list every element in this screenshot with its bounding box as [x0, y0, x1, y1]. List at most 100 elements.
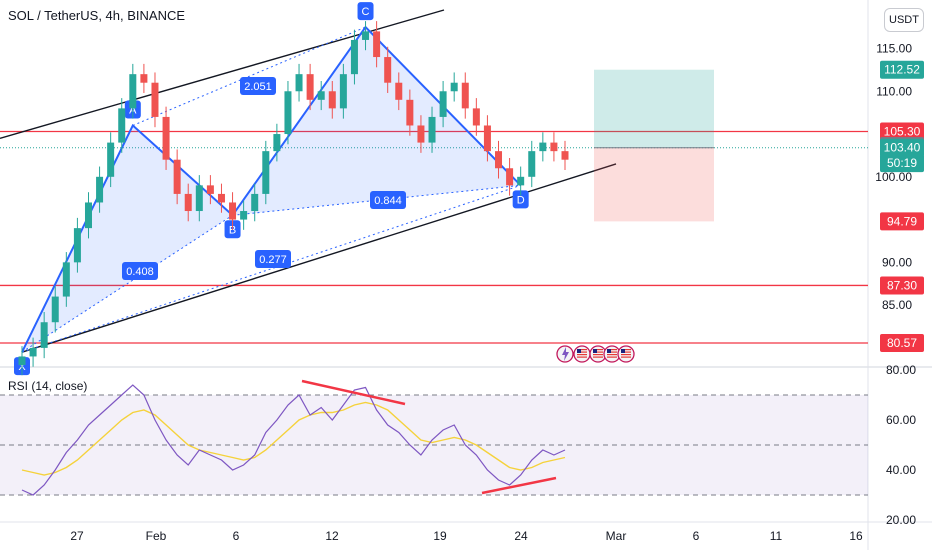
- flag-canton: [621, 349, 625, 353]
- flag-stripe: [607, 354, 617, 356]
- candle-body: [428, 116, 436, 143]
- candle-body: [62, 262, 70, 297]
- level-price-label-box: [880, 122, 924, 141]
- flag-stripe: [621, 356, 631, 358]
- time-axis: 27 Feb 6 12 19 24 Mar 6 11 16: [70, 529, 863, 543]
- time-tick-label: Feb: [146, 529, 167, 543]
- flag-stripe: [607, 351, 617, 353]
- candle-body: [561, 151, 569, 160]
- candle-body: [339, 74, 347, 109]
- time-tick-label: 11: [770, 529, 783, 543]
- flag-canton: [607, 349, 611, 353]
- price-axis: 115.00110.00100.0095.0090.0085.0080.0060…: [875, 41, 924, 527]
- level-price-label-box: [880, 212, 924, 231]
- stop-zone: [594, 147, 714, 222]
- candle-body: [417, 125, 425, 143]
- time-tick-label: 12: [325, 529, 339, 543]
- price-tick-label: 115.00: [876, 41, 912, 55]
- ratio-badge: [255, 250, 291, 268]
- pattern-point-marker: [512, 190, 529, 209]
- ratio-label: 2.051: [244, 81, 272, 93]
- event-icons[interactable]: [556, 345, 635, 363]
- axis-price-label-box: [880, 60, 924, 79]
- candle-body: [129, 74, 137, 109]
- time-tick-label: 24: [514, 529, 528, 543]
- candle-body: [240, 211, 248, 220]
- time-tick-label: 16: [849, 529, 863, 543]
- candle-body: [506, 168, 514, 186]
- flag-stripe: [607, 356, 617, 358]
- candle-body: [96, 176, 104, 203]
- lightning-glyph: [562, 347, 569, 361]
- candle-body: [29, 347, 37, 357]
- flag-canton: [593, 349, 597, 353]
- axis-price-label: 112.52: [884, 63, 920, 77]
- price-tick-label: 110.00: [876, 84, 912, 98]
- candle-body: [528, 151, 536, 177]
- candle-body: [273, 134, 281, 152]
- candle-body: [173, 159, 181, 194]
- axis-price-label-box: [880, 154, 924, 173]
- rsi-tick-label: 20.00: [886, 513, 916, 527]
- pattern-ratio-line: [21, 214, 233, 353]
- candle-body: [162, 116, 170, 160]
- candle-body: [450, 82, 458, 92]
- candle-body: [151, 82, 159, 117]
- ratio-badge: [370, 191, 406, 209]
- candle-body: [73, 228, 81, 263]
- pattern-ratio-line: [232, 184, 521, 216]
- time-tick-label: 19: [433, 529, 447, 543]
- flag-stripe: [593, 354, 603, 356]
- ratio-label: 0.844: [374, 195, 402, 207]
- pattern-point-label: B: [229, 224, 236, 236]
- candle-body: [539, 142, 547, 152]
- candle-body: [439, 91, 447, 117]
- price-series: [18, 21, 569, 376]
- axis-price-label: 103.40: [884, 141, 921, 155]
- time-tick-label: 6: [693, 529, 700, 543]
- currency-button[interactable]: USDT: [884, 8, 924, 32]
- candle-body: [550, 142, 558, 152]
- candle-body: [395, 82, 403, 100]
- price-tick-label: 90.00: [882, 255, 912, 269]
- rsi-ma-line: [21, 401, 566, 476]
- long-position-tool[interactable]: [594, 69, 714, 222]
- flag-stripe: [621, 349, 631, 351]
- candle-body: [384, 57, 392, 83]
- candle-body: [40, 322, 48, 348]
- candle-body: [51, 296, 59, 323]
- bullish-divergence-line: [481, 476, 557, 495]
- candle-body: [140, 74, 148, 83]
- symbol-title: SOL / TetherUS, 4h, BINANCE: [8, 8, 186, 23]
- pattern-point-label: C: [362, 6, 370, 18]
- candle-body: [262, 151, 270, 194]
- flag-stripe: [577, 349, 587, 351]
- candle-body: [472, 108, 480, 126]
- bearish-divergence-line: [301, 379, 406, 406]
- candle-body: [295, 74, 303, 92]
- candle-body: [251, 193, 259, 212]
- ratio-label: 0.408: [126, 266, 154, 278]
- ratio-badge: [240, 77, 276, 95]
- level-price-label: 80.57: [887, 336, 917, 350]
- rsi-panel: [0, 379, 868, 496]
- candle-body: [328, 91, 336, 109]
- flag-stripe: [607, 349, 617, 351]
- pattern-ratio-line: [132, 26, 366, 126]
- candle-body: [362, 31, 370, 40]
- flag-stripe: [621, 351, 631, 353]
- target-zone: [594, 69, 714, 148]
- level-price-label-box: [880, 334, 924, 353]
- rsi-tick-label: 40.00: [886, 463, 916, 477]
- pattern-point-marker: [357, 2, 374, 21]
- flag-stripe: [577, 354, 587, 356]
- candle-body: [406, 99, 414, 126]
- time-tick-label: 27: [70, 529, 84, 543]
- candle-body: [107, 142, 115, 177]
- axis-price-label-box: [880, 138, 924, 157]
- rsi-line: [21, 384, 566, 496]
- candle-body: [217, 193, 225, 203]
- price-tick-label: 100.00: [875, 170, 912, 184]
- candle-body: [350, 39, 358, 75]
